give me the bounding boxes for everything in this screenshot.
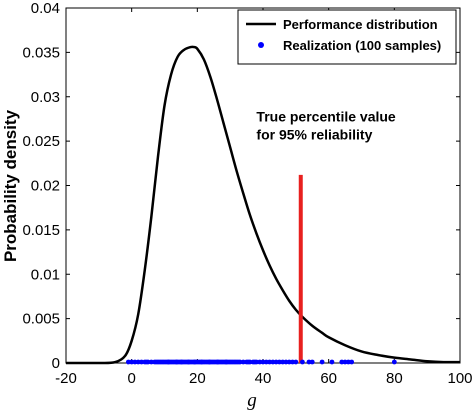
sample-point <box>179 359 184 365</box>
x-tick-label: 100 <box>447 370 472 387</box>
sample-point <box>186 359 191 365</box>
sample-point <box>329 359 335 365</box>
legend-box <box>237 9 457 65</box>
sample-point <box>254 359 259 365</box>
legend: Performance distribution Realization (10… <box>237 9 457 65</box>
sample-point <box>280 359 286 365</box>
sample-point <box>267 359 272 365</box>
sample-point <box>215 359 221 365</box>
sample-point <box>157 359 162 365</box>
sample-point <box>300 359 305 365</box>
sample-point <box>223 359 229 365</box>
sample-point <box>257 359 263 365</box>
sample-point <box>270 359 276 365</box>
sample-point <box>345 359 351 365</box>
y-tick-label: 0.01 <box>31 266 60 283</box>
sample-point <box>125 359 131 365</box>
distribution-curve <box>65 45 461 365</box>
sample-point <box>139 359 144 365</box>
sample-point <box>260 359 266 365</box>
sample-point <box>349 359 355 365</box>
y-axis-title: Probability density <box>1 109 20 262</box>
sample-point <box>319 359 325 365</box>
axis-ticks: -20 0 20 40 60 80 10000.0050.010.0150.020.0250… <box>22 0 472 387</box>
sample-point <box>283 359 289 365</box>
sample-point <box>199 359 205 365</box>
x-tick-label: -20 <box>55 370 77 387</box>
sample-point <box>286 359 292 365</box>
distribution-curve-group <box>65 45 461 365</box>
sample-point <box>293 359 299 365</box>
sample-point <box>247 359 253 365</box>
sample-point <box>290 359 295 365</box>
sample-point <box>240 359 246 365</box>
sample-point <box>129 359 135 365</box>
sample-point <box>263 359 269 365</box>
x-tick-label: 40 <box>255 370 272 387</box>
sample-point <box>306 359 312 365</box>
legend-label-distribution: Performance distribution <box>283 17 438 32</box>
x-tick-label: 20 <box>189 370 206 387</box>
y-tick-label: 0.015 <box>22 222 60 239</box>
y-tick-label: 0.03 <box>31 89 60 106</box>
y-tick-label: 0.04 <box>31 0 60 17</box>
sample-point <box>166 359 171 365</box>
sample-point <box>207 359 212 365</box>
sample-point <box>135 359 141 365</box>
annotation-line-1: True percentile value <box>256 109 395 125</box>
legend-dot-swatch <box>258 42 264 48</box>
sample-point <box>391 359 397 365</box>
sample-point <box>309 359 315 365</box>
y-tick-label: 0.035 <box>22 44 60 61</box>
annotation-line-2: for 95% reliability <box>256 127 372 143</box>
sample-point <box>237 359 243 365</box>
sample-point <box>342 359 348 365</box>
x-axis-title: g <box>247 390 257 410</box>
sample-point <box>145 359 151 365</box>
y-tick-label: 0.025 <box>22 133 60 150</box>
legend-label-realization: Realization (100 samples) <box>283 38 441 53</box>
x-tick-label: 0 <box>127 370 135 387</box>
sample-point <box>192 359 198 365</box>
sample-point <box>174 359 180 365</box>
x-tick-label: 60 <box>320 370 337 387</box>
y-tick-label: 0 <box>52 355 60 372</box>
sample-point <box>132 359 138 365</box>
sample-points-group <box>125 359 397 365</box>
sample-point <box>339 359 345 365</box>
y-tick-label: 0.005 <box>22 311 60 328</box>
sample-point <box>273 359 279 365</box>
sample-point <box>148 359 154 365</box>
y-tick-label: 0.02 <box>31 178 60 195</box>
sample-point <box>277 359 282 365</box>
x-tick-label: 80 <box>386 370 403 387</box>
